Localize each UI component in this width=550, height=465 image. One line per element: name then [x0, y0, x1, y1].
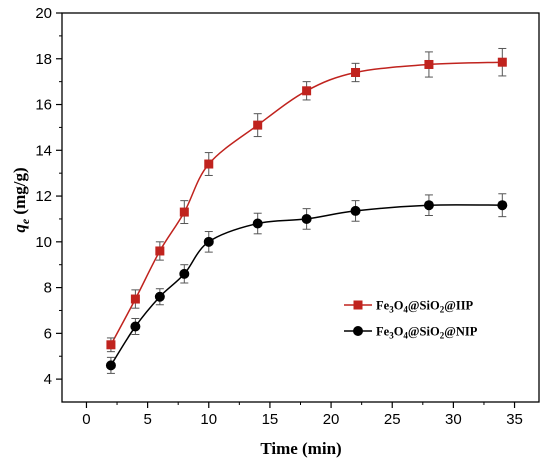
data-point — [154, 291, 165, 302]
y-tick-label: 4 — [44, 371, 52, 388]
series-line — [110, 204, 503, 366]
y-axis-title: qe (mg/g) — [10, 167, 32, 232]
legend-label-subscript: 3 — [389, 305, 394, 315]
data-point — [301, 213, 312, 224]
x-axis-title: Time (min) — [260, 439, 341, 458]
legend-label-part: Fe — [376, 299, 390, 313]
data-point — [351, 67, 361, 77]
legend-label-subscript: 2 — [440, 331, 445, 341]
y-tick-label: 8 — [44, 280, 52, 297]
legend-label: Fe3O4@SiO2@IIP — [376, 299, 474, 315]
data-point — [203, 236, 214, 247]
data-point — [204, 159, 214, 169]
y-axis-title-sub: e — [18, 218, 32, 224]
y-tick-label: 16 — [35, 97, 52, 114]
y-axis-title-unit: (mg/g) — [10, 167, 29, 218]
legend-label-subscript: 4 — [403, 331, 408, 341]
data-point — [497, 57, 507, 67]
legend-label-part: @SiO — [408, 325, 440, 339]
y-tick-label: 6 — [44, 325, 52, 342]
y-tick-label: 14 — [35, 142, 52, 159]
legend-label-subscript: 4 — [403, 305, 408, 315]
legend-label-part: O — [394, 299, 404, 313]
legend-label-subscript: 3 — [389, 331, 394, 341]
data-point — [423, 200, 434, 211]
data-point — [497, 200, 508, 211]
legend-label-part: @NIP — [444, 325, 478, 339]
data-point — [106, 340, 116, 350]
y-tick-label: 18 — [35, 51, 52, 68]
x-tick-label: 25 — [384, 411, 401, 428]
legend-label: Fe3O4@SiO2@NIP — [376, 325, 478, 341]
data-point — [253, 120, 263, 130]
plot-area — [105, 47, 508, 374]
y-tick-label: 12 — [35, 188, 52, 205]
data-point — [179, 207, 189, 217]
x-tick-label: 0 — [82, 411, 90, 428]
x-tick-label: 20 — [323, 411, 340, 428]
x-tick-label: 30 — [445, 411, 462, 428]
y-axis-title-var: q — [10, 224, 29, 233]
legend-label-part: @IIP — [444, 299, 473, 313]
data-point — [302, 86, 312, 96]
legend-label-part: O — [394, 325, 404, 339]
y-tick-label: 20 — [35, 5, 52, 22]
x-tick-label: 5 — [143, 411, 151, 428]
plot-frame — [61, 12, 540, 403]
data-point — [424, 59, 434, 69]
x-tick-label: 10 — [200, 411, 217, 428]
series-line — [110, 61, 503, 346]
legend-swatch-marker — [353, 300, 363, 310]
y-tick-label: 10 — [35, 234, 52, 251]
data-point — [350, 205, 361, 216]
axes: 0 5 10 15 20 25 30 35 4 6 8 10 12 14 16 18 20 — [35, 5, 540, 428]
x-tick-label: 15 — [262, 411, 279, 428]
data-point — [130, 321, 141, 332]
data-point — [155, 246, 165, 256]
data-point — [252, 218, 263, 229]
x-tick-label: 35 — [506, 411, 523, 428]
legend-label-subscript: 2 — [440, 305, 445, 315]
data-point — [105, 360, 116, 371]
legend-swatch-marker — [353, 326, 363, 336]
data-point — [130, 294, 140, 304]
legend-label-part: @SiO — [408, 299, 440, 313]
data-point — [179, 268, 190, 279]
legend-label-part: Fe — [376, 325, 390, 339]
